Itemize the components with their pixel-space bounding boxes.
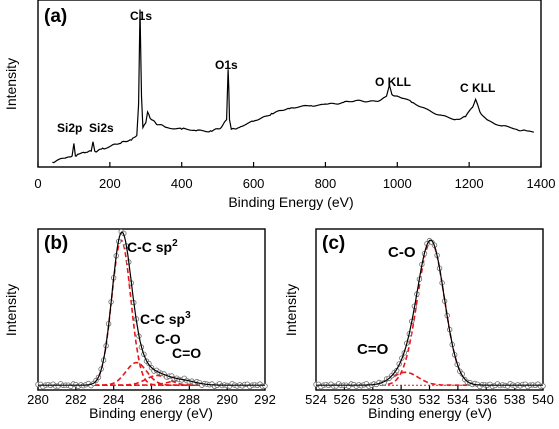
- panel-b-envelope-line: [38, 231, 265, 386]
- x-tick-label: 600: [243, 176, 265, 191]
- panel-c-o1s-spectrum: 524 526 528 530 532 534 536 538 540 (c) Binding …: [283, 228, 554, 421]
- panel-b-c1s-spectrum: 280 282 284 286 288 290 292 (b) Binding energy…: [3, 228, 276, 421]
- x-tick-label: 1000: [383, 176, 412, 191]
- panel-b-y-axis-label: Intensity: [3, 284, 19, 336]
- panel-c-data-markers: [313, 237, 546, 390]
- panel-c-y-axis-label: Intensity: [283, 284, 299, 336]
- annotation-c-o-b: C-O: [155, 331, 181, 347]
- x-tick-label: 800: [315, 176, 337, 191]
- x-tick-label: 534: [447, 392, 469, 407]
- panel-c-fit-components: [316, 241, 543, 386]
- panel-c-label: (c): [322, 233, 345, 254]
- x-tick-label: 290: [216, 392, 238, 407]
- annotation-cc-sp2: C-C sp2: [127, 238, 178, 255]
- x-tick-label: 288: [178, 392, 200, 407]
- x-tick-label: 526: [334, 392, 356, 407]
- panel-b-label: (b): [44, 233, 68, 254]
- x-tick-label: 286: [141, 392, 163, 407]
- panel-a-x-ticks: 0 200 400 600 800 1000 1200 1400: [34, 162, 555, 191]
- annotation-cc-sp3: C-C sp3: [140, 310, 191, 327]
- panel-a-x-axis-label: Binding Energy (eV): [228, 194, 353, 210]
- panel-a-survey-spectrum: 0 200 400 600 800 1000 1200 1400 (a) Binding En…: [3, 0, 555, 210]
- annotation-o-kll: O KLL: [375, 75, 411, 89]
- annotation-c-kll: C KLL: [460, 81, 495, 95]
- panel-c-plot-frame: [315, 228, 544, 391]
- annotation-cc-sp2-sup: 2: [172, 238, 178, 249]
- x-tick-label: 282: [65, 392, 87, 407]
- panel-a-label: (a): [44, 6, 67, 27]
- annotation-c-double-o-c: C=O: [357, 341, 389, 358]
- annotation-c-double-o-b: C=O: [172, 345, 201, 361]
- x-tick-label: 538: [504, 392, 526, 407]
- x-tick-label: 528: [362, 392, 384, 407]
- x-tick-label: 0: [34, 176, 41, 191]
- x-tick-label: 540: [532, 392, 554, 407]
- x-tick-label: 400: [171, 176, 193, 191]
- annotation-cc-sp2-text: C-C sp: [127, 239, 172, 255]
- annotation-cc-sp3-sup: 3: [185, 310, 191, 321]
- panel-a-y-axis-label: Intensity: [3, 58, 19, 110]
- annotation-c1s: C1s: [130, 9, 152, 23]
- x-tick-label: 200: [99, 176, 121, 191]
- x-tick-label: 530: [390, 392, 412, 407]
- annotation-c-o-c: C-O: [388, 244, 416, 261]
- annotation-si2p: Si2p: [57, 121, 82, 135]
- x-tick-label: 536: [475, 392, 497, 407]
- annotation-cc-sp3-text: C-C sp: [140, 311, 185, 327]
- x-tick-label: 1400: [527, 176, 556, 191]
- x-tick-label: 532: [419, 392, 441, 407]
- panel-b-x-axis-label: Binding energy (eV): [89, 405, 213, 421]
- panel-a-plot-frame: [37, 0, 542, 168]
- x-tick-label: 524: [305, 392, 327, 407]
- data-point: [540, 383, 546, 389]
- data-point: [262, 383, 268, 389]
- x-tick-label: 1200: [455, 176, 484, 191]
- panel-c-x-ticks: 524 526 528 530 532 534 536 538 540: [305, 385, 554, 407]
- panel-b-x-ticks: 280 282 284 286 288 290 292: [27, 385, 276, 407]
- annotation-si2s: Si2s: [89, 121, 114, 135]
- x-tick-label: 280: [27, 392, 49, 407]
- panel-a-peak-annotations: C1s O1s Si2p Si2s O KLL C KLL: [57, 9, 495, 135]
- panel-a-spectrum-line: [52, 9, 535, 164]
- panel-c-x-axis-label: Binding energy (eV): [368, 405, 492, 421]
- fit-component-c-o: [316, 241, 543, 386]
- x-tick-label: 292: [254, 392, 276, 407]
- panel-c-envelope-line: [316, 239, 543, 386]
- annotation-o1s: O1s: [215, 58, 238, 72]
- x-tick-label: 284: [103, 392, 125, 407]
